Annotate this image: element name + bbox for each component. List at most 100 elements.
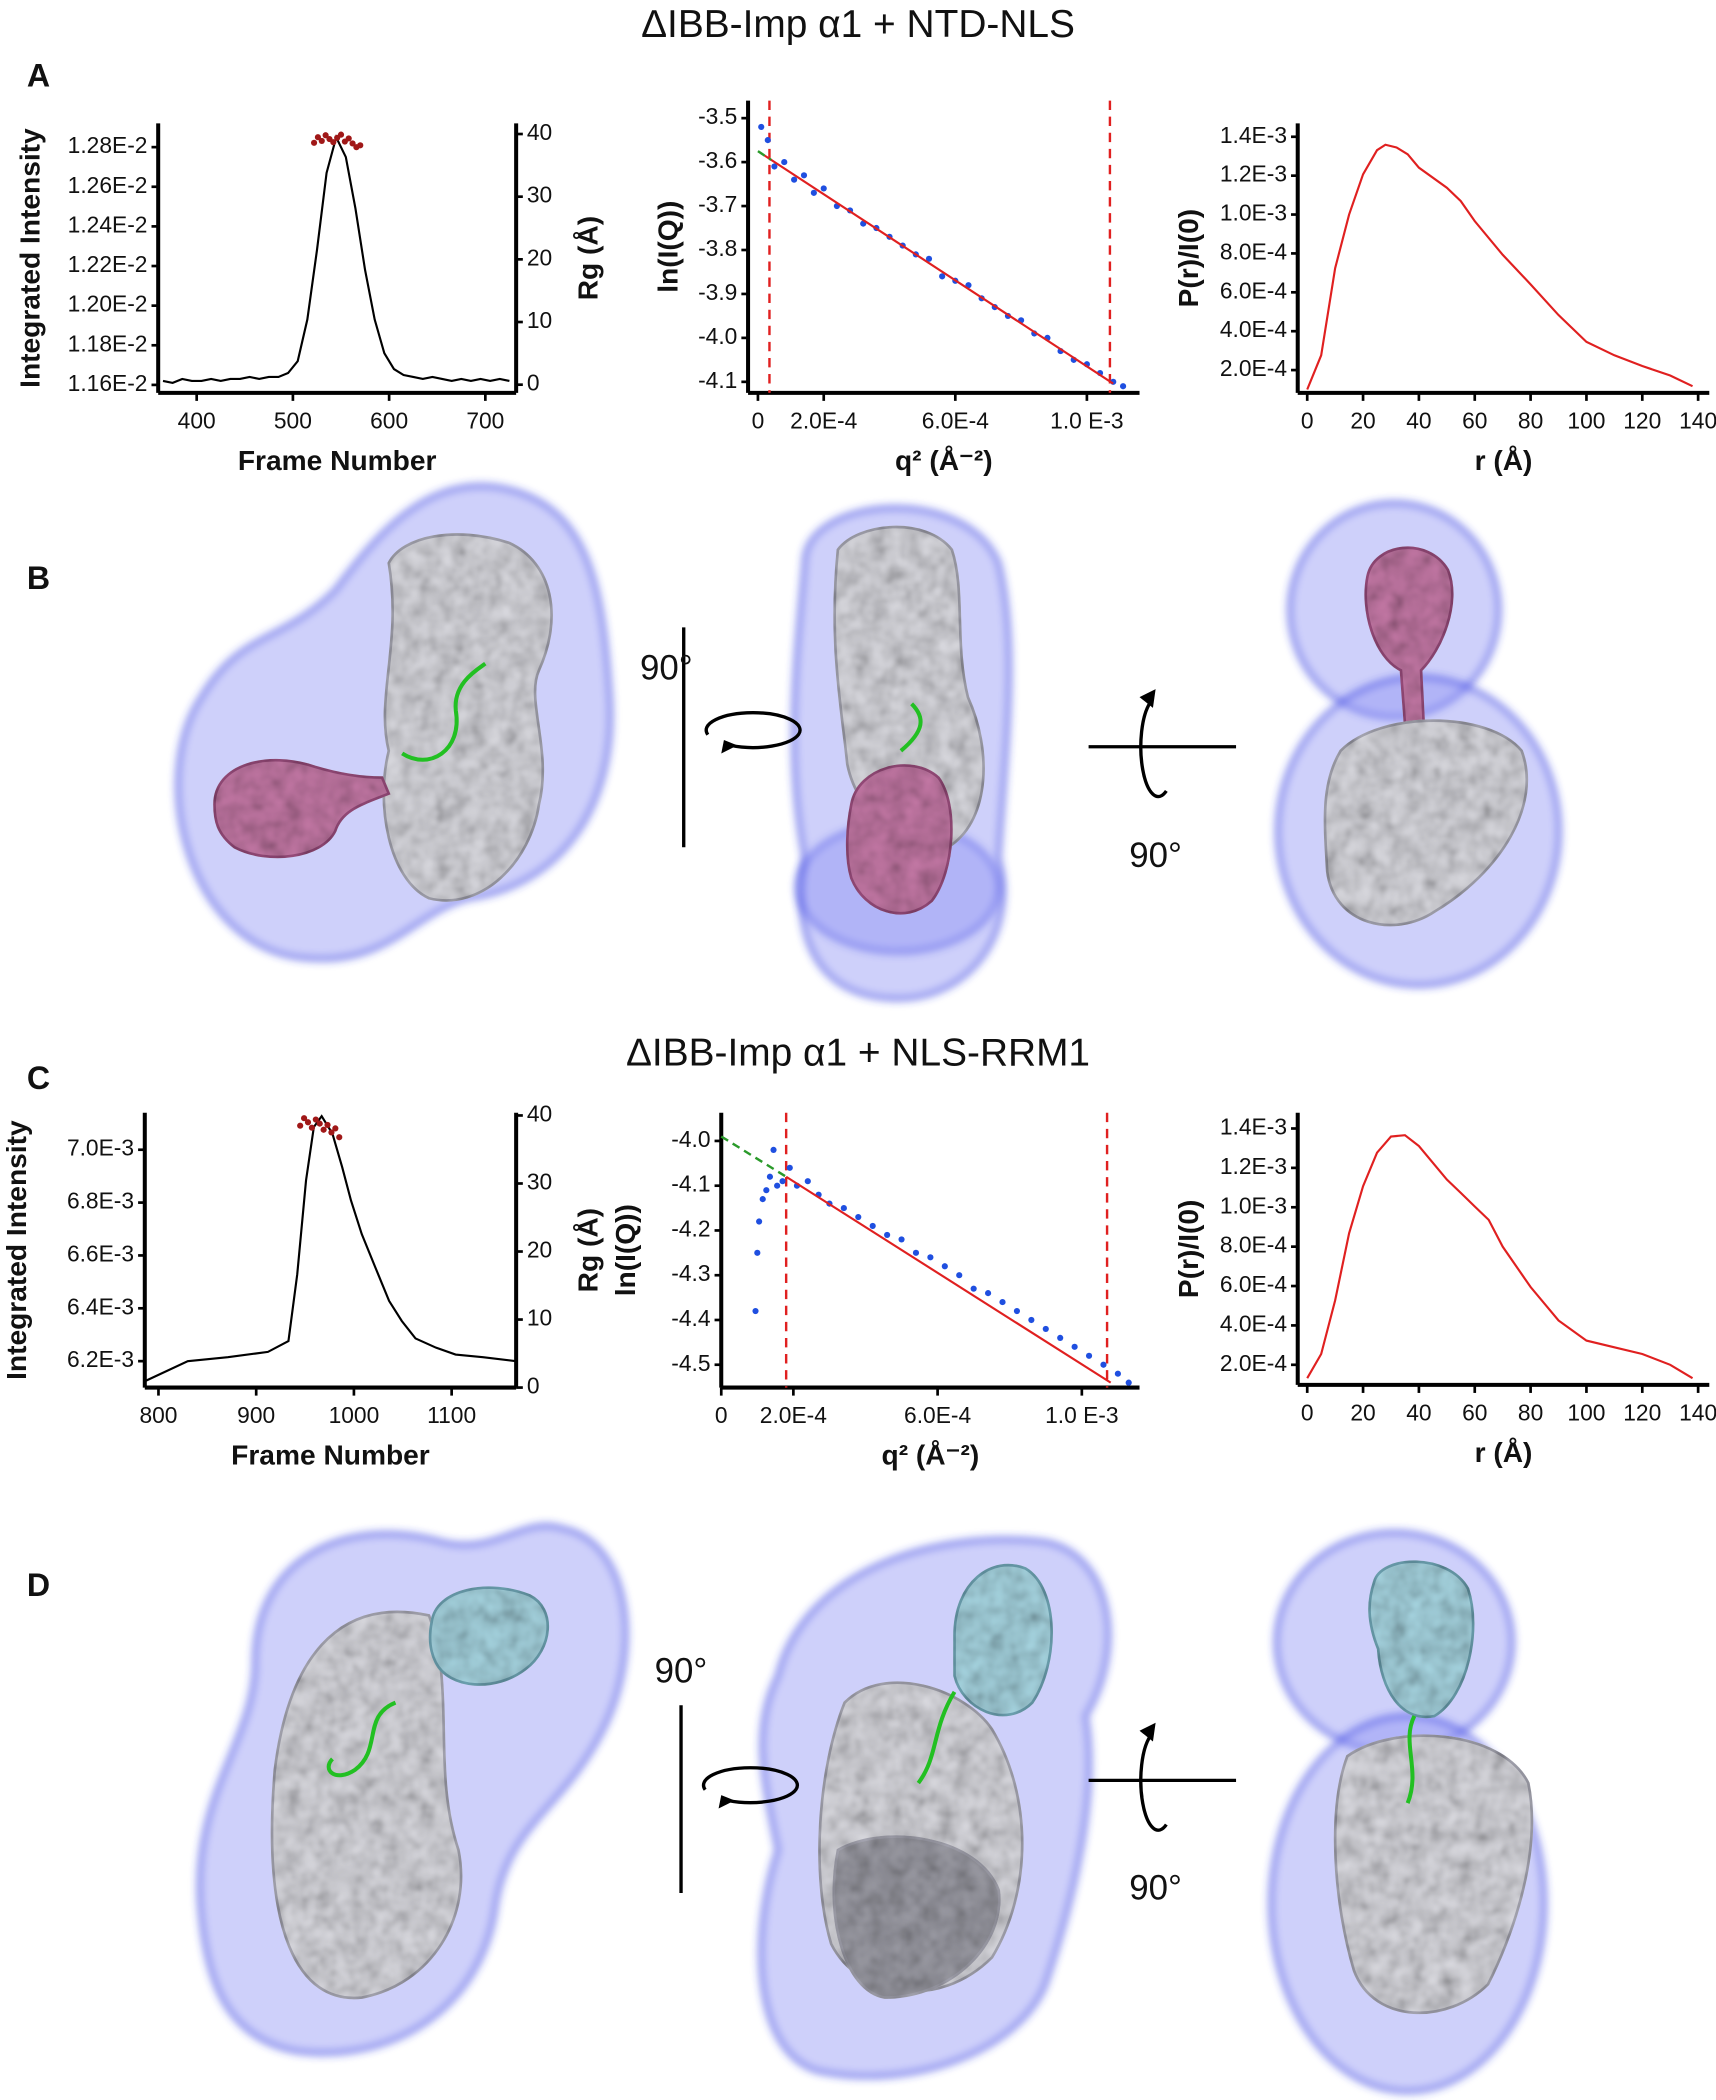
x-tick-label: 80 [1518, 1399, 1543, 1425]
point [1057, 1334, 1064, 1341]
x-axis-label: r (Å) [1475, 1437, 1533, 1468]
series-line [720, 1135, 787, 1178]
point [898, 1236, 905, 1243]
y2-tick-label: 0 [527, 1373, 540, 1399]
domain [428, 1586, 550, 1686]
point [357, 142, 364, 149]
point [770, 1146, 777, 1153]
x-tick-label: 1.0 E-3 [1045, 1402, 1118, 1428]
point [1125, 1379, 1132, 1386]
charts: 400 500 600 7001.16E-21.18E-21.20E-21.22E-2… [1, 100, 1716, 1471]
y2-tick-label: 30 [527, 1169, 552, 1195]
y-tick-label: 1.26E-2 [68, 172, 148, 198]
domain [845, 764, 953, 915]
y2-axis-label: Rg (Å) [572, 216, 603, 300]
y-tick-label: 6.0E-4 [1220, 277, 1287, 303]
panel-label: C [27, 1060, 50, 1096]
x-tick-label: 120 [1623, 407, 1661, 433]
point [766, 1173, 774, 1180]
y-axis-label: P(r)/I(0) [1173, 1200, 1204, 1299]
y-tick-label: 1.20E-2 [68, 291, 148, 317]
panel-label: A [27, 57, 50, 93]
y-tick-label: 1.24E-2 [68, 211, 148, 237]
point [840, 1204, 847, 1212]
y2-axis-label: Rg (Å) [572, 1208, 603, 1292]
y-axis-label: ln(I(Q)) [653, 201, 684, 293]
x-tick-label: 120 [1623, 1399, 1661, 1425]
point [869, 1222, 876, 1230]
point [1085, 1352, 1093, 1359]
x-tick-label: 900 [237, 1402, 275, 1428]
y2-tick-label: 20 [527, 1237, 552, 1263]
point [304, 1119, 312, 1126]
y-tick-label: 8.0E-4 [1220, 238, 1287, 264]
protein [833, 525, 985, 849]
x-tick-label: 60 [1462, 407, 1487, 433]
point [941, 1263, 948, 1270]
point [804, 1178, 811, 1185]
arrow [1139, 701, 1168, 799]
y-tick-label: 1.0E-3 [1220, 200, 1287, 226]
y-tick-label: 8.0E-4 [1220, 1232, 1287, 1258]
point [999, 1298, 1006, 1306]
y-tick-label: 1.4E-3 [1220, 1114, 1287, 1140]
y-tick-label: 1.16E-2 [68, 370, 148, 396]
x-tick-label: 1000 [329, 1402, 380, 1428]
point [328, 1129, 335, 1136]
point [781, 159, 788, 166]
y-tick-label: -4.0 [671, 1126, 710, 1152]
point [324, 1121, 331, 1129]
x-tick-label: 700 [466, 407, 504, 433]
y2-tick-label: 0 [527, 370, 540, 396]
x-tick-label: 2.0E-4 [790, 407, 857, 433]
point [752, 1307, 759, 1315]
x-tick-label: 6.0E-4 [922, 407, 989, 433]
ribbon [326, 1700, 397, 1778]
x-tick-label: 140 [1679, 407, 1716, 433]
model-b2 [791, 505, 1013, 1002]
x-tick-label: 400 [178, 407, 216, 433]
point [318, 137, 325, 144]
point [791, 176, 798, 183]
y-tick-label: 1.0E-3 [1220, 1192, 1287, 1218]
model-b3 [1274, 500, 1562, 989]
y-tick-label: 1.2E-3 [1220, 1153, 1287, 1179]
point [756, 1218, 763, 1225]
y-tick-label: 4.0E-4 [1220, 1310, 1287, 1336]
y-tick-label: -4.2 [671, 1215, 710, 1241]
protein [1323, 719, 1529, 927]
x-tick-label: 1100 [427, 1402, 476, 1428]
point [330, 139, 337, 146]
point [754, 1249, 761, 1256]
y-tick-label: -3.7 [698, 191, 737, 217]
x-tick-label: 80 [1518, 407, 1543, 433]
x-tick-label: 0 [1301, 1399, 1314, 1425]
y-tick-label: -4.0 [698, 323, 737, 349]
y-tick-label: -3.8 [698, 235, 737, 261]
point [322, 132, 329, 139]
point [310, 139, 318, 146]
arrowhead [1139, 689, 1156, 708]
rotation-horizontal [1088, 1722, 1237, 1832]
point [970, 1285, 977, 1292]
x-axis-label: r (Å) [1475, 445, 1533, 476]
y2-tick-label: 30 [527, 182, 552, 208]
x-tick-label: 0 [715, 1402, 728, 1428]
domain [953, 1563, 1053, 1717]
point [759, 1196, 766, 1203]
y-tick-label: -3.5 [698, 103, 737, 129]
y-tick-label: -4.1 [698, 367, 737, 393]
y-tick-label: 1.4E-3 [1220, 122, 1287, 148]
point [1114, 1370, 1121, 1377]
point [1100, 1361, 1107, 1368]
y-tick-label: -3.6 [698, 147, 737, 173]
y-tick-label: 1.28E-2 [68, 132, 148, 158]
protein [270, 1610, 463, 2000]
x-axis-label: Frame Number [231, 1440, 430, 1471]
rotation-label: 90° [655, 1651, 708, 1690]
title: ΔIBB-Imp α1 + NLS-RRM1 [626, 1031, 1090, 1074]
point [764, 137, 771, 144]
protein [832, 1835, 1001, 1999]
ribbon [1405, 1715, 1417, 1804]
x-tick-label: 6.0E-4 [904, 1402, 971, 1428]
